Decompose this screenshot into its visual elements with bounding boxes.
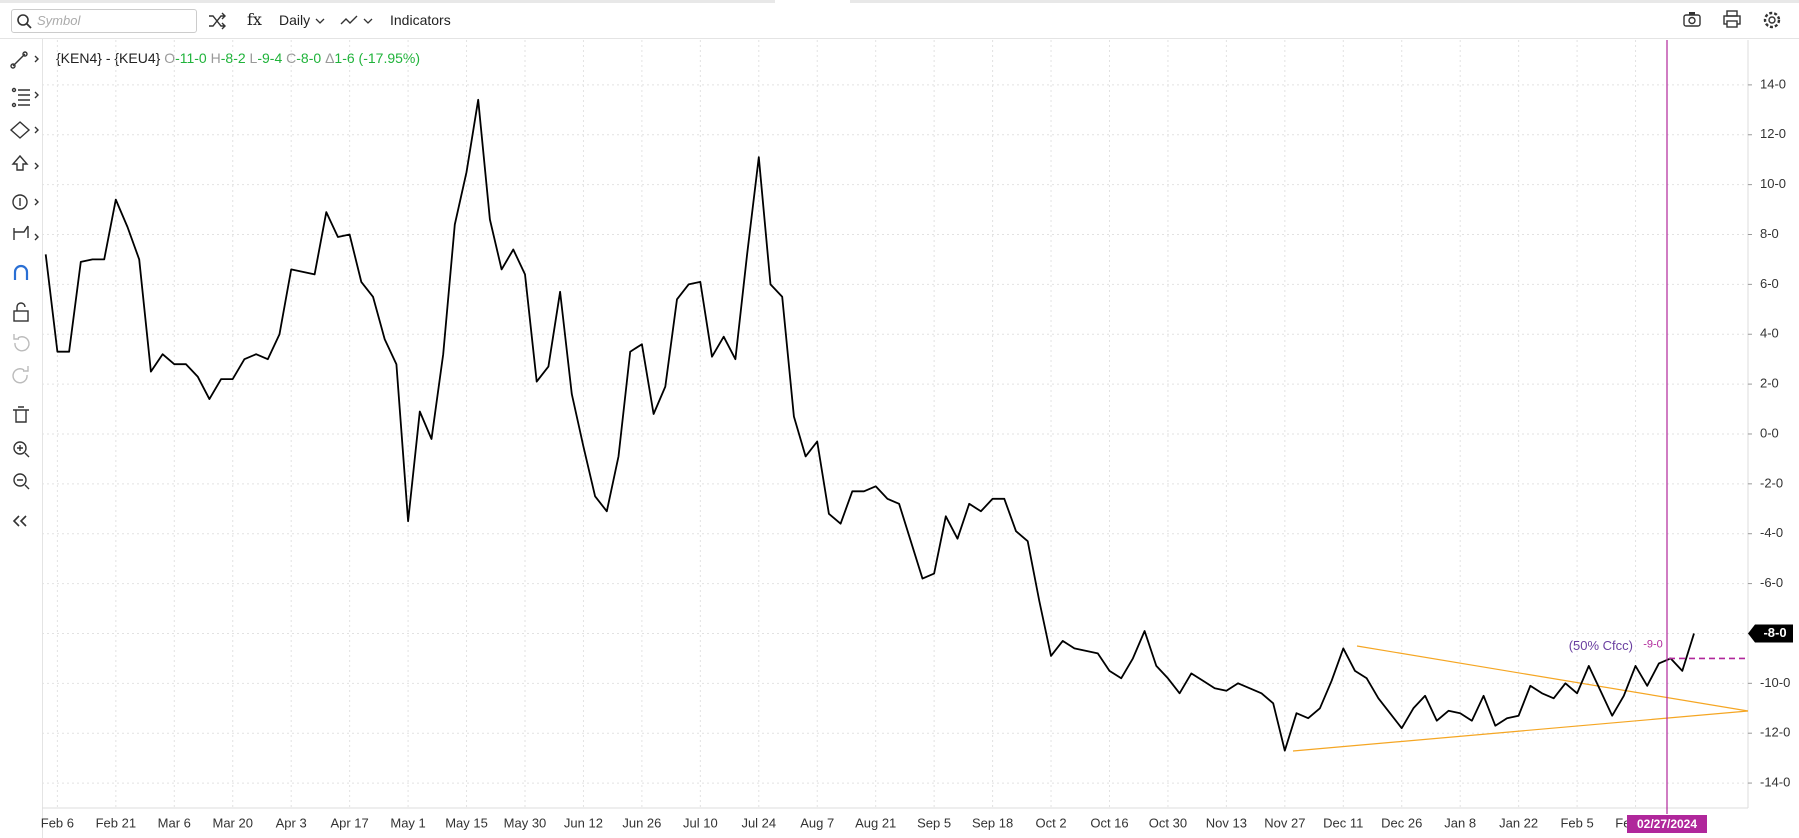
y-tick-label: -12-0 xyxy=(1760,725,1790,740)
x-tick-label: Jun 12 xyxy=(564,815,603,830)
drawing-tools xyxy=(9,51,39,527)
plot xyxy=(44,98,1695,752)
y-tick-label: 10-0 xyxy=(1760,176,1786,191)
legend-key: L xyxy=(249,50,258,66)
legend-items: O-11-0 H-8-2 L-9-4 C-8-0 Δ1-6 (-17.95%) xyxy=(164,50,420,66)
x-tick-label: Feb 21 xyxy=(96,815,136,830)
random-icon[interactable] xyxy=(207,11,227,31)
x-tick-label: Dec 26 xyxy=(1381,815,1422,830)
y-tick-label: 14-0 xyxy=(1760,76,1786,91)
x-tick-label: Mar 20 xyxy=(213,815,253,830)
x-tick-label: Sep 5 xyxy=(917,815,951,830)
reference-value: -9-0 xyxy=(1643,638,1663,650)
last-price-label: -8-0 xyxy=(1763,625,1786,640)
magnet-tool[interactable] xyxy=(13,264,29,280)
last-price-badge xyxy=(1748,624,1793,643)
camera-icon[interactable] xyxy=(1683,12,1701,27)
toolbar-right-icons xyxy=(1683,10,1781,29)
annotation-tool[interactable] xyxy=(12,194,39,210)
x-tick-label: Sep 18 xyxy=(972,815,1013,830)
zoom-in-tool[interactable] xyxy=(13,441,30,458)
x-tick-label: Aug 7 xyxy=(800,815,834,830)
y-tick-label: -4-0 xyxy=(1760,525,1783,540)
indicators-button[interactable]: Indicators xyxy=(390,12,451,28)
x-tick-label: Oct 16 xyxy=(1090,815,1128,830)
cursor-label: 02/27/2024 xyxy=(1637,817,1697,831)
y-tick-label: 4-0 xyxy=(1760,326,1779,341)
trendline-tool[interactable] xyxy=(10,51,39,69)
lock-tool[interactable] xyxy=(13,302,29,322)
grid xyxy=(42,40,1748,808)
fib-tool[interactable] xyxy=(11,87,39,108)
x-tick-label: Feb 5 xyxy=(1560,815,1593,830)
x-tick-label: Apr 3 xyxy=(276,815,307,830)
search-placeholder: Symbol xyxy=(37,13,81,28)
x-tick-label: May 15 xyxy=(445,815,488,830)
top-accent xyxy=(850,0,1799,3)
zoom-out-tool[interactable] xyxy=(13,473,30,490)
y-tick-label: 6-0 xyxy=(1760,276,1779,291)
x-tick-label: May 30 xyxy=(504,815,547,830)
trendline xyxy=(1356,645,1749,712)
tool-column xyxy=(0,39,43,838)
y-tick-label: 8-0 xyxy=(1760,226,1779,241)
search-icon xyxy=(17,14,32,29)
legend-value: -9-4 xyxy=(257,50,283,66)
y-tick-label: -2-0 xyxy=(1760,475,1783,490)
x-tick-label: May 1 xyxy=(390,815,425,830)
x-tick-label: Jul 10 xyxy=(683,815,718,830)
x-tick-label: Oct 30 xyxy=(1149,815,1187,830)
undo-tool[interactable] xyxy=(13,334,30,352)
y-tick-label: -10-0 xyxy=(1760,675,1790,690)
top-accent xyxy=(0,0,775,3)
x-tick-label: Jun 26 xyxy=(622,815,661,830)
legend-key: O xyxy=(164,50,176,66)
legend-value: -11-0 xyxy=(175,50,207,66)
x-tick-label: Jul 24 xyxy=(741,815,776,830)
x-tick-label: Jan 8 xyxy=(1444,815,1476,830)
x-tick-label: Nov 13 xyxy=(1206,815,1247,830)
x-tick-label: Nov 27 xyxy=(1264,815,1305,830)
x-tick-label: Apr 17 xyxy=(330,815,368,830)
price-line xyxy=(44,98,1695,752)
legend-key: C xyxy=(286,50,297,66)
legend-value: -8-0 xyxy=(296,50,322,66)
x-tick-label: Jan 22 xyxy=(1499,815,1538,830)
chart-type-select[interactable] xyxy=(340,13,380,29)
y-tick-label: 12-0 xyxy=(1760,126,1786,141)
y-tick-label: -6-0 xyxy=(1760,575,1783,590)
interval-select[interactable]: Daily xyxy=(279,12,311,28)
redo-tool[interactable] xyxy=(12,366,29,384)
y-tick-label: -14-0 xyxy=(1760,775,1790,790)
x-tick-label: Oct 2 xyxy=(1036,815,1067,830)
legend-key: Δ xyxy=(325,50,335,66)
toolbar xyxy=(0,0,1799,39)
x-tick-label: Dec 11 xyxy=(1323,815,1363,830)
legend-value: 1-6 (-17.95%) xyxy=(334,50,421,66)
reference-label: (50% Cfcc) xyxy=(1569,638,1633,653)
settings-icon[interactable] xyxy=(1763,11,1781,29)
fx-button[interactable]: fx xyxy=(247,10,262,29)
legend-symbol: {KEN4} - {KEU4} xyxy=(56,50,161,66)
y-tick-label: 2-0 xyxy=(1760,376,1779,391)
shape-tool[interactable] xyxy=(9,121,39,139)
x-tick-label: Feb 6 xyxy=(41,815,74,830)
dropdown-caret xyxy=(315,18,325,24)
y-tick-label: 0-0 xyxy=(1760,425,1779,440)
x-tick-label: Aug 21 xyxy=(855,815,896,830)
collapse-tool[interactable] xyxy=(12,515,27,527)
legend-key: H xyxy=(210,50,221,66)
print-icon[interactable] xyxy=(1723,10,1741,28)
legend-value: -8-2 xyxy=(220,50,246,66)
delete-tool[interactable] xyxy=(13,406,29,423)
x-tick-label: Mar 6 xyxy=(158,815,191,830)
arrow-tool[interactable] xyxy=(11,154,39,171)
legend: {KEN4} - {KEU4} O-11-0 H-8-2 L-9-4 C-8-0… xyxy=(56,50,420,66)
cursor-badge xyxy=(1627,815,1707,833)
symbol-search[interactable]: Symbol xyxy=(11,9,197,33)
trendline xyxy=(1292,710,1749,752)
measure-tool[interactable] xyxy=(13,225,39,241)
